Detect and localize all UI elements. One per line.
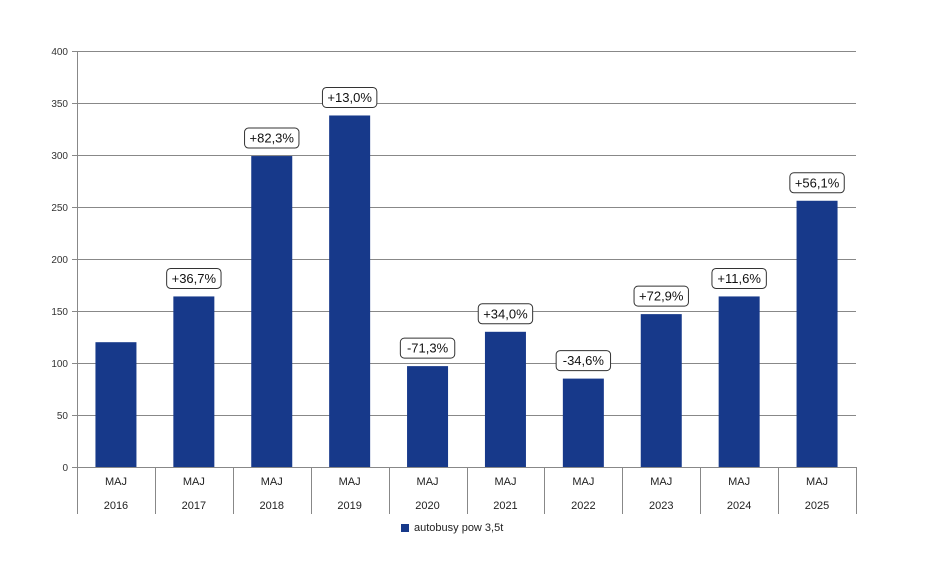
data-label-box bbox=[166, 267, 222, 289]
x-year-label: 2017 bbox=[182, 500, 206, 512]
bar bbox=[407, 366, 449, 467]
x-year-label: 2016 bbox=[104, 500, 128, 512]
data-label-box bbox=[555, 350, 612, 372]
bar bbox=[718, 296, 760, 467]
x-category-label: MAJ bbox=[806, 476, 828, 488]
y-tick-label: 100 bbox=[51, 359, 68, 370]
x-year-label: 2025 bbox=[805, 500, 829, 512]
data-label: +13,0% bbox=[327, 90, 372, 105]
y-tick-label: 300 bbox=[51, 151, 68, 162]
x-year-label: 2023 bbox=[649, 500, 673, 512]
x-category-label: MAJ bbox=[339, 476, 361, 488]
x-category-label: MAJ bbox=[417, 476, 439, 488]
data-label-box bbox=[399, 337, 456, 359]
data-label-box bbox=[711, 267, 767, 289]
y-tick-label: 350 bbox=[51, 99, 68, 110]
x-year-label: 2019 bbox=[337, 500, 361, 512]
x-year-label: 2020 bbox=[415, 500, 439, 512]
data-label-box bbox=[321, 86, 378, 108]
bar bbox=[484, 331, 526, 467]
data-label-box bbox=[633, 285, 689, 307]
data-label: +72,9% bbox=[639, 289, 684, 304]
x-year-label: 2024 bbox=[727, 500, 751, 512]
legend-label: autobusy pow 3,5t bbox=[414, 522, 504, 534]
data-label: -71,3% bbox=[407, 341, 449, 356]
bar bbox=[562, 378, 604, 467]
data-label: -34,6% bbox=[563, 353, 605, 368]
data-label: +11,6% bbox=[717, 271, 761, 286]
y-tick-label: 150 bbox=[51, 307, 68, 318]
x-year-label: 2018 bbox=[260, 500, 284, 512]
x-category-label: MAJ bbox=[572, 476, 594, 488]
x-year-label: 2021 bbox=[493, 500, 517, 512]
bar bbox=[796, 200, 838, 467]
axes: 0 50 100 150 200 250 300 350 400 MAJ 2016 MAJ 2017 MA… bbox=[51, 47, 857, 514]
y-tick-label: 400 bbox=[51, 47, 68, 58]
x-category-label: MAJ bbox=[728, 476, 750, 488]
y-tick-label: 250 bbox=[51, 203, 68, 214]
bar bbox=[640, 314, 682, 467]
x-category-label: MAJ bbox=[494, 476, 516, 488]
data-label: +56,1% bbox=[795, 175, 840, 190]
bar bbox=[173, 296, 215, 467]
legend: autobusy pow 3,5t bbox=[401, 522, 503, 534]
x-category-label: MAJ bbox=[183, 476, 205, 488]
data-label: +36,7% bbox=[172, 271, 217, 286]
x-category-label: MAJ bbox=[650, 476, 672, 488]
x-category-label: MAJ bbox=[105, 476, 127, 488]
data-label-box bbox=[789, 172, 845, 194]
x-category-label: MAJ bbox=[261, 476, 283, 488]
bar bbox=[95, 342, 137, 467]
data-labels: +36,7% +82,3% +13,0% -71,3% +34,0% -34,6% +72,… bbox=[166, 86, 845, 372]
data-label-box bbox=[477, 303, 534, 325]
legend-swatch bbox=[401, 524, 409, 532]
y-tick-label: 50 bbox=[57, 411, 69, 422]
data-label: +82,3% bbox=[250, 131, 295, 146]
bars bbox=[95, 115, 838, 468]
bar bbox=[329, 115, 371, 467]
data-label: +34,0% bbox=[483, 306, 528, 321]
y-tick-label: 0 bbox=[62, 463, 68, 474]
x-year-label: 2022 bbox=[571, 500, 595, 512]
bar bbox=[251, 156, 293, 468]
data-label-box bbox=[244, 127, 300, 149]
y-tick-label: 200 bbox=[51, 255, 68, 266]
